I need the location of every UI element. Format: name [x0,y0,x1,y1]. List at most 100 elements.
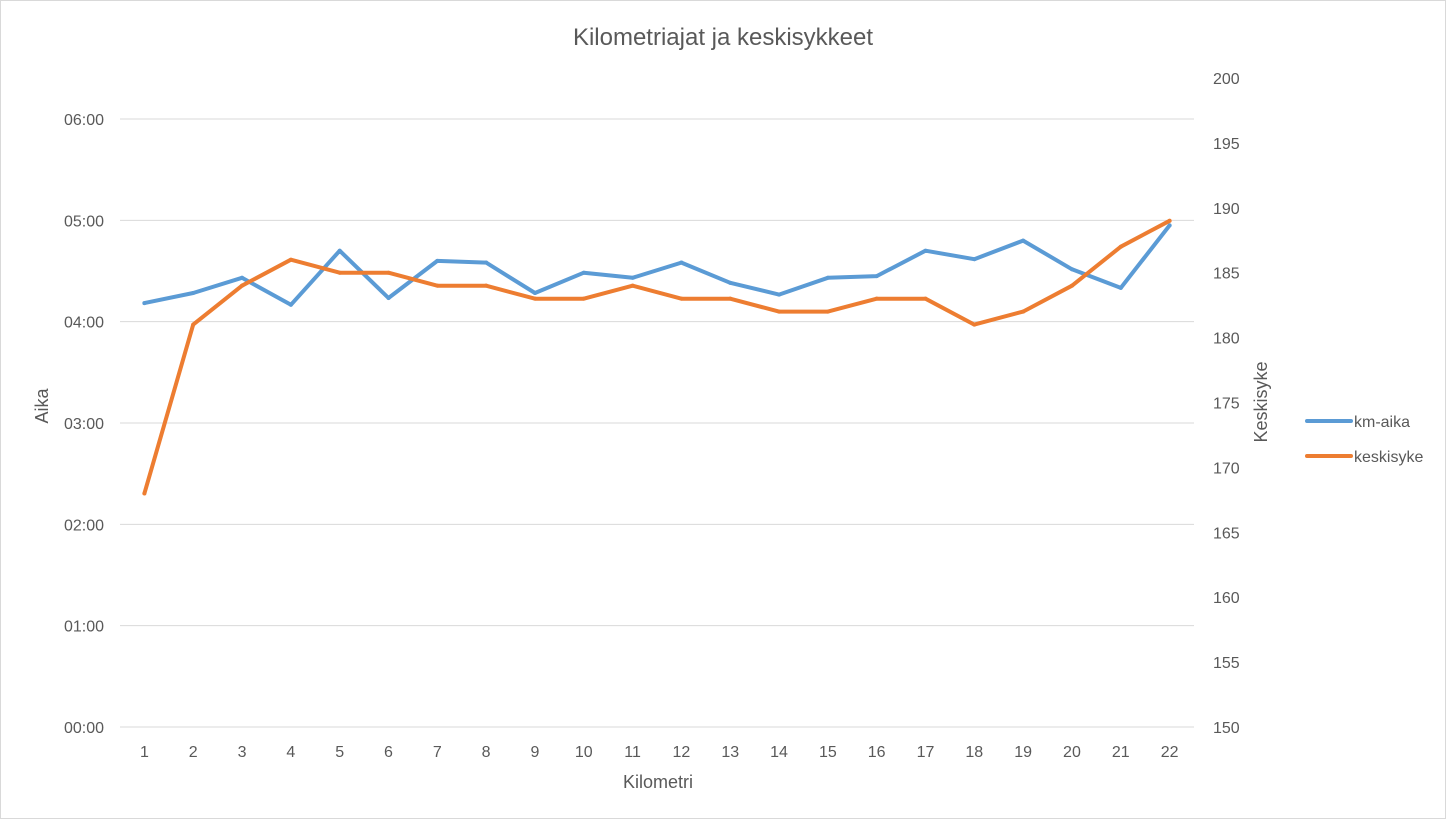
y-tick-label: 06:00 [64,112,104,129]
x-tick-label: 8 [482,744,491,761]
series-line-km-aika [142,223,1172,307]
x-axis-title: Kilometri [623,772,693,792]
data-point-km-aika [532,290,537,295]
x-axis-ticks: 1 2 3 4 5 6 7 8 9 10 11 12 13 14 15 16 17 18 19 20 21 22 [140,744,1179,761]
data-point-keskisyke [337,270,342,275]
x-tick-label: 9 [531,744,540,761]
data-point-keskisyke [825,309,830,314]
data-point-keskisyke [240,283,245,288]
data-point-keskisyke [386,270,391,275]
data-point-km-aika [630,275,635,280]
data-point-keskisyke [435,283,440,288]
x-tick-label: 17 [917,744,935,761]
data-point-keskisyke [630,283,635,288]
data-point-km-aika [1167,223,1172,228]
x-tick-label: 19 [1014,744,1032,761]
y2-tick-label: 155 [1213,655,1240,672]
data-point-km-aika [337,248,342,253]
legend-label-km-aika: km-aika [1354,414,1410,431]
y-tick-label: 00:00 [64,720,104,737]
data-point-keskisyke [1118,244,1123,249]
data-point-keskisyke [532,296,537,301]
data-point-km-aika [1118,285,1123,290]
data-point-km-aika [288,302,293,307]
y-tick-label: 05:00 [64,213,104,230]
data-point-keskisyke [923,296,928,301]
data-point-km-aika [386,296,391,301]
data-point-km-aika [874,274,879,279]
x-tick-label: 16 [868,744,886,761]
y2-tick-label: 150 [1213,720,1240,737]
data-point-keskisyke [679,296,684,301]
y2-tick-label: 200 [1213,71,1240,88]
data-point-km-aika [972,257,977,262]
data-point-km-aika [435,258,440,263]
x-tick-label: 5 [335,744,344,761]
x-tick-label: 11 [624,744,641,761]
data-point-km-aika [1069,267,1074,272]
data-point-keskisyke [874,296,879,301]
data-point-keskisyke [777,309,782,314]
y2-tick-label: 170 [1213,460,1240,477]
y2-tick-label: 190 [1213,201,1240,218]
y2-axis-title: Keskisyke [1251,361,1271,442]
x-tick-label: 14 [770,744,788,761]
y-tick-label: 02:00 [64,517,104,534]
data-point-km-aika [581,270,586,275]
series-lines [142,218,1172,496]
data-point-km-aika [142,301,147,306]
x-tick-label: 13 [721,744,739,761]
data-point-km-aika [679,260,684,265]
y2-tick-label: 165 [1213,525,1240,542]
y2-tick-label: 185 [1213,266,1240,283]
y-axis-ticks: 00:00 01:00 02:00 03:00 04:00 05:00 06:00 [64,112,104,737]
x-tick-label: 15 [819,744,837,761]
data-point-km-aika [728,280,733,285]
x-tick-label: 7 [433,744,442,761]
data-point-keskisyke [142,491,147,496]
x-tick-label: 22 [1161,744,1179,761]
data-point-km-aika [777,292,782,297]
y2-tick-label: 175 [1213,396,1240,413]
data-point-keskisyke [1167,218,1172,223]
y-tick-label: 01:00 [64,619,104,636]
data-point-km-aika [923,248,928,253]
data-point-km-aika [825,275,830,280]
legend-label-keskisyke: keskisyke [1354,449,1423,466]
x-tick-label: 3 [238,744,247,761]
y2-tick-label: 180 [1213,331,1240,348]
y2-tick-label: 160 [1213,590,1240,607]
data-point-km-aika [240,275,245,280]
data-point-km-aika [484,260,489,265]
data-point-keskisyke [972,322,977,327]
data-point-keskisyke [484,283,489,288]
data-point-keskisyke [288,257,293,262]
x-tick-label: 6 [384,744,393,761]
data-point-km-aika [191,290,196,295]
x-tick-label: 18 [965,744,983,761]
data-point-keskisyke [191,322,196,327]
data-point-keskisyke [581,296,586,301]
x-tick-label: 21 [1112,744,1130,761]
data-point-keskisyke [1021,309,1026,314]
x-tick-label: 12 [673,744,691,761]
y-axis-title: Aika [32,388,52,424]
chart-title: Kilometriajat ja keskisykkeet [573,24,873,51]
x-tick-label: 10 [575,744,593,761]
legend: km-aika keskisyke [1305,414,1423,466]
gridlines [120,118,1194,728]
y-tick-label: 03:00 [64,416,104,433]
y2-tick-label: 195 [1213,136,1240,153]
x-tick-label: 1 [140,744,149,761]
y2-axis-ticks: 150 155 160 165 170 175 180 185 190 195 200 [1213,71,1240,737]
y-tick-label: 04:00 [64,315,104,332]
x-tick-label: 20 [1063,744,1081,761]
series-line-keskisyke [142,218,1172,496]
data-point-keskisyke [1069,283,1074,288]
x-tick-label: 2 [189,744,198,761]
data-point-km-aika [1021,238,1026,243]
x-tick-label: 4 [286,744,295,761]
data-point-keskisyke [728,296,733,301]
